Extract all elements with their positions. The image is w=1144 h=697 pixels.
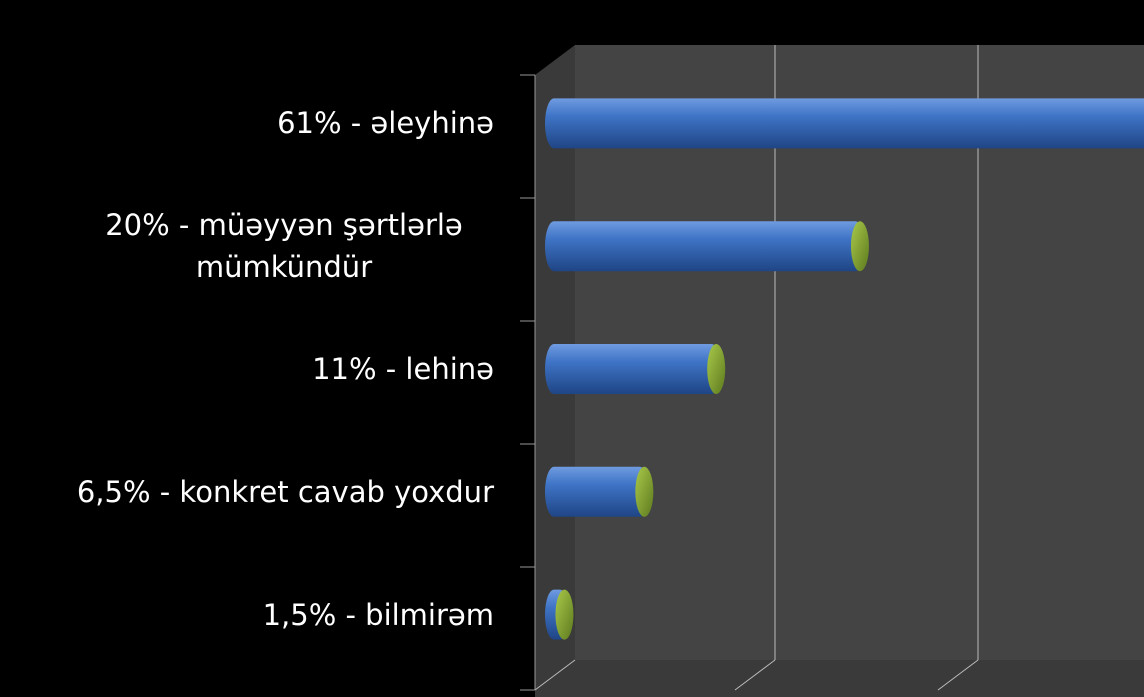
y-tick-label: 61% - əleyhinə	[277, 106, 494, 141]
bar	[545, 344, 721, 394]
bar-cap	[635, 466, 654, 517]
bar	[545, 221, 865, 272]
bar-cap	[707, 344, 726, 394]
y-tick-label: 20% - müəyyən şərtlərlə mümkündür	[105, 208, 463, 285]
grid-line	[937, 659, 979, 691]
bar-cap	[555, 589, 574, 640]
back-wall	[575, 45, 1144, 660]
floor	[535, 660, 1144, 697]
y-tick-label: 6,5% - konkret cavab yoxdur	[76, 474, 494, 509]
bar-cap	[850, 221, 869, 272]
grid-line	[734, 659, 776, 691]
grid-line	[534, 659, 576, 691]
y-tick-label: 11% - lehinə	[312, 352, 494, 386]
bar	[545, 466, 649, 517]
y-tick-label: 1,5% - bilmirəm	[262, 597, 494, 632]
bar	[545, 98, 1144, 149]
